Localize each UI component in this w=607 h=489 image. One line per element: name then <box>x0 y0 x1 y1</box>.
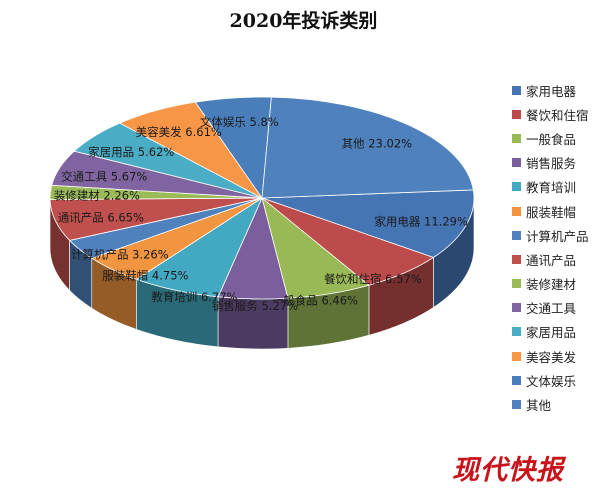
legend-swatch <box>512 182 521 192</box>
legend-item: 文体娱乐 <box>512 368 589 392</box>
legend-label: 一般食品 <box>526 131 577 147</box>
legend-item: 计算机产品 <box>512 223 589 247</box>
legend-label: 文体娱乐 <box>526 373 577 389</box>
pie-slice <box>261 189 475 258</box>
legend-swatch <box>512 206 521 216</box>
chart-legend: 家用电器餐饮和住宿一般食品销售服务教育培训服装鞋帽计算机产品通讯产品装修建材交通… <box>512 78 589 417</box>
data-label: 其他 23.02% <box>342 136 413 150</box>
legend-label: 服装鞋帽 <box>526 204 577 220</box>
legend-item: 服装鞋帽 <box>512 199 589 223</box>
legend-swatch <box>512 400 521 410</box>
data-label: 教育培训 6.77% <box>151 290 237 304</box>
legend-item: 其他 <box>512 392 589 416</box>
data-label: 餐饮和住宿 6.57% <box>324 272 422 286</box>
legend-item: 餐饮和住宿 <box>512 102 589 126</box>
legend-label: 美容美发 <box>526 349 577 365</box>
legend-item: 销售服务 <box>512 151 589 175</box>
legend-item: 美容美发 <box>512 344 589 368</box>
legend-swatch <box>512 158 521 168</box>
data-label: 计算机产品 3.26% <box>71 247 169 261</box>
legend-label: 家用电器 <box>526 83 577 99</box>
legend-item: 交通工具 <box>512 296 589 320</box>
data-label: 通讯产品 6.65% <box>58 211 144 225</box>
legend-swatch <box>512 303 521 313</box>
legend-item: 家用电器 <box>512 78 589 102</box>
legend-swatch <box>512 327 521 337</box>
legend-label: 教育培训 <box>526 180 577 196</box>
data-label: 装修建材 2.26% <box>54 189 140 203</box>
legend-label: 计算机产品 <box>526 228 589 244</box>
legend-item: 通讯产品 <box>512 247 589 271</box>
legend-swatch <box>512 133 521 143</box>
legend-label: 餐饮和住宿 <box>526 107 589 123</box>
data-label: 家用电器 11.29% <box>374 214 468 228</box>
legend-item: 教育培训 <box>512 175 589 199</box>
legend-swatch <box>512 109 521 119</box>
legend-label: 其他 <box>526 398 552 414</box>
legend-label: 销售服务 <box>526 156 577 172</box>
pie-slice <box>261 96 474 199</box>
legend-swatch <box>512 351 521 361</box>
legend-swatch <box>512 230 521 240</box>
data-label: 交通工具 5.67% <box>61 169 147 183</box>
legend-label: 家居用品 <box>526 325 577 341</box>
legend-label: 装修建材 <box>526 277 577 293</box>
data-label: 一般食品 6.46% <box>272 294 358 308</box>
data-label: 服装鞋帽 4.75% <box>102 268 188 282</box>
legend-swatch <box>512 279 521 289</box>
data-label: 销售服务 5.27% <box>212 299 298 313</box>
legend-item: 一般食品 <box>512 126 589 150</box>
data-label: 家居用品 5.62% <box>88 145 174 159</box>
legend-label: 通讯产品 <box>526 252 577 268</box>
legend-swatch <box>512 254 521 264</box>
legend-item: 装修建材 <box>512 272 589 296</box>
data-label: 美容美发 6.61% <box>136 125 222 139</box>
data-label: 文体娱乐 5.8% <box>200 115 279 129</box>
chart-title: 2020年投诉类别 <box>229 10 378 32</box>
legend-item: 家居用品 <box>512 320 589 344</box>
legend-swatch <box>512 85 521 95</box>
legend-swatch <box>512 375 521 385</box>
legend-label: 交通工具 <box>526 301 577 317</box>
watermark-logo: 现代快报 <box>452 455 564 486</box>
